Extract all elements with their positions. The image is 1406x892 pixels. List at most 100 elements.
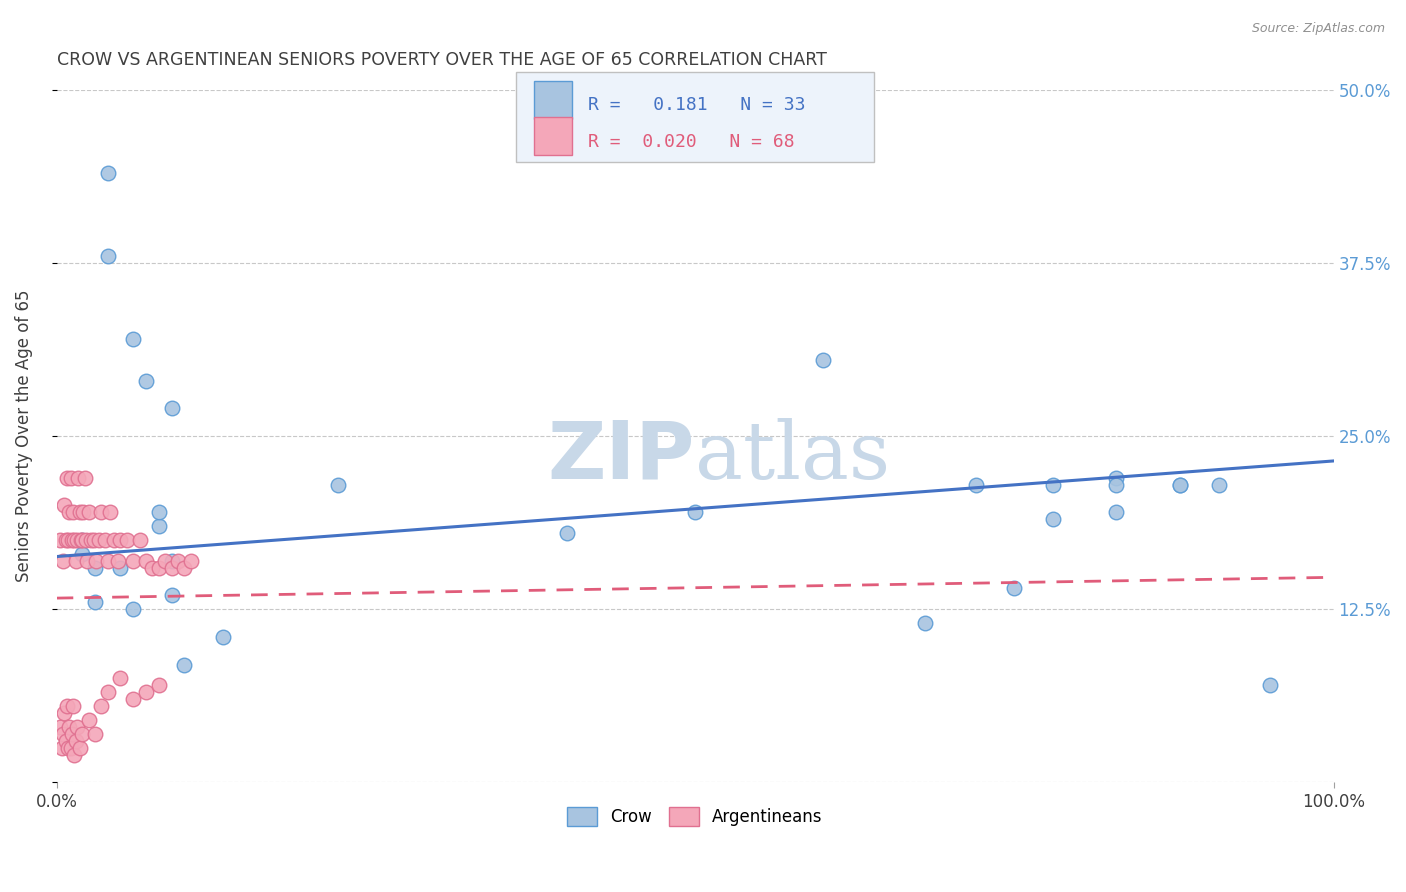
Point: [63, 747, 86, 762]
Point: [59, 470, 82, 484]
Point: [65, 554, 87, 568]
Point: [77, 713, 100, 727]
Point: [84, 554, 107, 568]
Point: [52, 727, 75, 741]
Point: [60, 533, 83, 547]
Point: [1208, 477, 1230, 491]
Point: [83, 533, 105, 547]
Point: [69, 505, 91, 519]
Point: [811, 352, 834, 367]
Point: [98, 505, 121, 519]
Point: [148, 505, 170, 519]
FancyBboxPatch shape: [534, 118, 572, 155]
Text: R =   0.181   N = 33: R = 0.181 N = 33: [588, 96, 806, 114]
Point: [77, 505, 100, 519]
Point: [58, 720, 80, 734]
Point: [103, 533, 125, 547]
Point: [1105, 505, 1128, 519]
Text: ZIP: ZIP: [548, 417, 695, 496]
Text: Source: ZipAtlas.com: Source: ZipAtlas.com: [1251, 22, 1385, 36]
Point: [49, 533, 72, 547]
Point: [1258, 678, 1281, 692]
FancyBboxPatch shape: [534, 81, 572, 120]
Point: [56, 470, 79, 484]
Point: [160, 554, 183, 568]
Point: [53, 498, 76, 512]
Point: [56, 740, 79, 755]
Point: [84, 560, 107, 574]
Point: [90, 699, 112, 714]
Point: [122, 332, 145, 346]
Point: [914, 615, 936, 630]
Text: R =  0.020   N = 68: R = 0.020 N = 68: [588, 133, 794, 151]
Point: [167, 554, 190, 568]
Point: [67, 470, 90, 484]
Point: [90, 505, 112, 519]
Point: [73, 470, 96, 484]
Point: [53, 706, 76, 720]
Point: [1105, 470, 1128, 484]
Point: [148, 519, 170, 533]
Text: atlas: atlas: [695, 417, 890, 496]
Point: [965, 477, 987, 491]
Point: [1042, 512, 1064, 526]
Point: [122, 602, 145, 616]
Point: [51, 740, 73, 755]
Point: [1168, 477, 1191, 491]
Point: [62, 699, 84, 714]
Point: [148, 560, 170, 574]
Point: [122, 554, 145, 568]
Point: [1105, 477, 1128, 491]
Point: [173, 560, 195, 574]
Point: [60, 727, 83, 741]
Point: [1168, 477, 1191, 491]
Point: [135, 374, 157, 388]
Point: [97, 166, 120, 180]
Point: [94, 533, 117, 547]
Point: [49, 720, 72, 734]
Y-axis label: Seniors Poverty Over the Age of 65: Seniors Poverty Over the Age of 65: [15, 290, 32, 582]
Point: [1042, 477, 1064, 491]
Point: [160, 401, 183, 416]
Point: [75, 533, 97, 547]
Point: [70, 533, 93, 547]
Point: [153, 554, 176, 568]
Point: [72, 505, 94, 519]
Point: [128, 533, 150, 547]
Point: [66, 720, 89, 734]
Point: [55, 733, 77, 747]
Point: [70, 533, 93, 547]
Point: [110, 560, 132, 574]
Point: [135, 685, 157, 699]
Point: [76, 554, 98, 568]
Point: [122, 692, 145, 706]
Point: [173, 657, 195, 672]
Point: [97, 554, 120, 568]
Point: [84, 727, 107, 741]
Point: [52, 554, 75, 568]
Point: [70, 727, 93, 741]
Point: [63, 533, 86, 547]
Point: [148, 678, 170, 692]
Point: [55, 533, 77, 547]
Point: [160, 588, 183, 602]
Point: [115, 533, 138, 547]
Point: [141, 560, 163, 574]
Point: [59, 740, 82, 755]
Point: [56, 699, 79, 714]
Point: [160, 560, 183, 574]
Point: [65, 733, 87, 747]
Legend: Crow, Argentineans: Crow, Argentineans: [561, 800, 830, 833]
Point: [557, 526, 579, 541]
Point: [135, 554, 157, 568]
Point: [97, 249, 120, 263]
Point: [56, 533, 79, 547]
Point: [84, 595, 107, 609]
Point: [110, 533, 132, 547]
Point: [70, 547, 93, 561]
FancyBboxPatch shape: [516, 72, 873, 162]
Point: [69, 740, 91, 755]
Point: [70, 533, 93, 547]
Point: [107, 554, 129, 568]
Text: CROW VS ARGENTINEAN SENIORS POVERTY OVER THE AGE OF 65 CORRELATION CHART: CROW VS ARGENTINEAN SENIORS POVERTY OVER…: [56, 51, 827, 69]
